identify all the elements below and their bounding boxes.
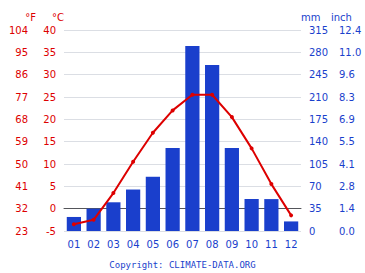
- svg-text:23: 23: [15, 226, 28, 237]
- svg-text:245: 245: [309, 69, 328, 80]
- svg-text:0: 0: [309, 226, 315, 237]
- svg-text:5: 5: [50, 181, 56, 192]
- svg-text:86: 86: [15, 69, 28, 80]
- svg-text:4.1: 4.1: [339, 159, 355, 170]
- svg-text:0.0: 0.0: [339, 226, 355, 237]
- svg-text:04: 04: [127, 239, 140, 250]
- svg-text:35: 35: [309, 203, 322, 214]
- svg-text:41: 41: [15, 181, 28, 192]
- svg-text:2.8: 2.8: [339, 181, 355, 192]
- svg-text:175: 175: [309, 114, 328, 125]
- svg-text:15: 15: [43, 136, 56, 147]
- svg-text:inch: inch: [331, 12, 352, 23]
- svg-text:68: 68: [15, 114, 28, 125]
- svg-text:20: 20: [43, 114, 56, 125]
- svg-text:11: 11: [265, 239, 278, 250]
- svg-text:70: 70: [309, 181, 322, 192]
- svg-text:50: 50: [15, 159, 28, 170]
- svg-text:-5: -5: [46, 226, 56, 237]
- svg-text:8.3: 8.3: [339, 92, 355, 103]
- svg-text:59: 59: [15, 136, 28, 147]
- svg-text:06: 06: [166, 239, 179, 250]
- svg-text:210: 210: [309, 92, 328, 103]
- svg-text:5.5: 5.5: [339, 136, 355, 147]
- svg-text:03: 03: [107, 239, 120, 250]
- svg-text:°C: °C: [52, 12, 64, 23]
- svg-text:25: 25: [43, 92, 56, 103]
- svg-text:32: 32: [15, 203, 28, 214]
- svg-text:280: 280: [309, 47, 328, 58]
- svg-text:Copyright: CLIMATE-DATA.ORG: Copyright: CLIMATE-DATA.ORG: [109, 260, 255, 270]
- svg-text:02: 02: [87, 239, 100, 250]
- svg-text:105: 105: [309, 159, 328, 170]
- svg-text:77: 77: [15, 92, 28, 103]
- svg-text:6.9: 6.9: [339, 114, 355, 125]
- svg-text:0: 0: [50, 203, 56, 214]
- svg-text:35: 35: [43, 47, 56, 58]
- svg-text:08: 08: [206, 239, 219, 250]
- svg-text:12: 12: [285, 239, 298, 250]
- svg-text:°F: °F: [25, 12, 36, 23]
- svg-text:9.6: 9.6: [339, 69, 355, 80]
- svg-text:11.0: 11.0: [339, 47, 361, 58]
- svg-text:10: 10: [245, 239, 258, 250]
- svg-text:09: 09: [226, 239, 239, 250]
- svg-text:315: 315: [309, 25, 328, 36]
- svg-text:10: 10: [43, 159, 56, 170]
- svg-text:95: 95: [15, 47, 28, 58]
- svg-text:30: 30: [43, 69, 56, 80]
- svg-text:01: 01: [68, 239, 81, 250]
- svg-text:140: 140: [309, 136, 328, 147]
- svg-text:05: 05: [147, 239, 160, 250]
- svg-text:mm: mm: [301, 12, 320, 23]
- svg-text:40: 40: [43, 25, 56, 36]
- svg-text:12.4: 12.4: [339, 25, 361, 36]
- svg-text:07: 07: [186, 239, 199, 250]
- svg-text:104: 104: [9, 25, 28, 36]
- svg-text:1.4: 1.4: [339, 203, 355, 214]
